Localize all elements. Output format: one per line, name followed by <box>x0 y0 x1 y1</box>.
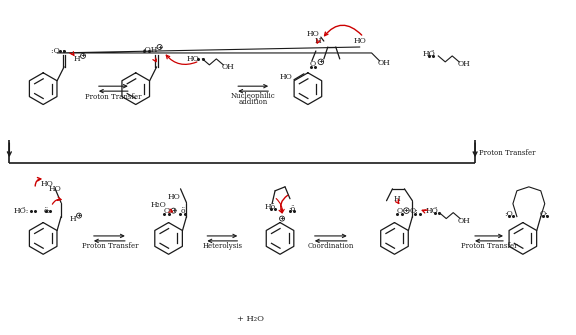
Text: OH: OH <box>458 216 471 224</box>
Text: HO: HO <box>353 37 366 45</box>
Text: HO: HO <box>49 185 62 193</box>
Text: H: H <box>70 215 77 222</box>
Text: OH: OH <box>458 60 471 68</box>
Text: Hö: Hö <box>264 203 276 211</box>
Text: HÖ: HÖ <box>426 207 439 215</box>
Text: Proton Transfer: Proton Transfer <box>479 149 536 157</box>
Text: HÖ: HÖ <box>423 50 435 58</box>
Text: O: O <box>310 60 316 68</box>
Text: HO: HO <box>279 73 293 81</box>
Text: :O :: :O : <box>51 47 65 55</box>
Text: Proton Transfer: Proton Transfer <box>82 242 138 250</box>
Text: O: O <box>396 207 403 215</box>
Text: HO: HO <box>306 30 319 38</box>
Text: +: + <box>157 45 162 50</box>
Text: O:: O: <box>539 210 548 218</box>
Text: HO: HO <box>186 55 199 63</box>
Text: +: + <box>404 208 409 213</box>
Text: OH: OH <box>222 63 234 71</box>
Text: addition: addition <box>238 97 268 106</box>
Text: :O: :O <box>505 210 513 218</box>
Text: + H₂O: + H₂O <box>237 315 264 323</box>
Text: O:: O: <box>410 207 419 215</box>
Text: +: + <box>318 59 324 64</box>
Text: ö:: ö: <box>44 207 51 215</box>
Text: OH: OH <box>377 59 390 67</box>
Text: HO: HO <box>41 180 54 188</box>
Text: +: + <box>279 216 285 221</box>
Text: +: + <box>81 54 86 58</box>
Text: O: O <box>164 207 170 215</box>
Text: :OH: :OH <box>142 46 157 54</box>
Text: :ö: :ö <box>289 205 295 213</box>
Text: Nucleophilic: Nucleophilic <box>231 91 275 99</box>
Text: Heterolysis: Heterolysis <box>202 242 242 250</box>
Text: Proton Transfer: Proton Transfer <box>461 242 517 250</box>
Text: HÖ:: HÖ: <box>14 207 29 215</box>
Text: H: H <box>74 55 80 63</box>
Text: HO: HO <box>167 193 180 201</box>
Text: ö: ö <box>180 207 185 215</box>
Text: H₂O: H₂O <box>151 201 166 209</box>
Text: +: + <box>77 213 82 218</box>
Text: H: H <box>314 37 321 45</box>
Text: Proton Transfer: Proton Transfer <box>85 92 141 100</box>
Text: Coordination: Coordination <box>308 242 354 250</box>
Text: H: H <box>393 195 400 203</box>
Text: +: + <box>171 208 176 213</box>
